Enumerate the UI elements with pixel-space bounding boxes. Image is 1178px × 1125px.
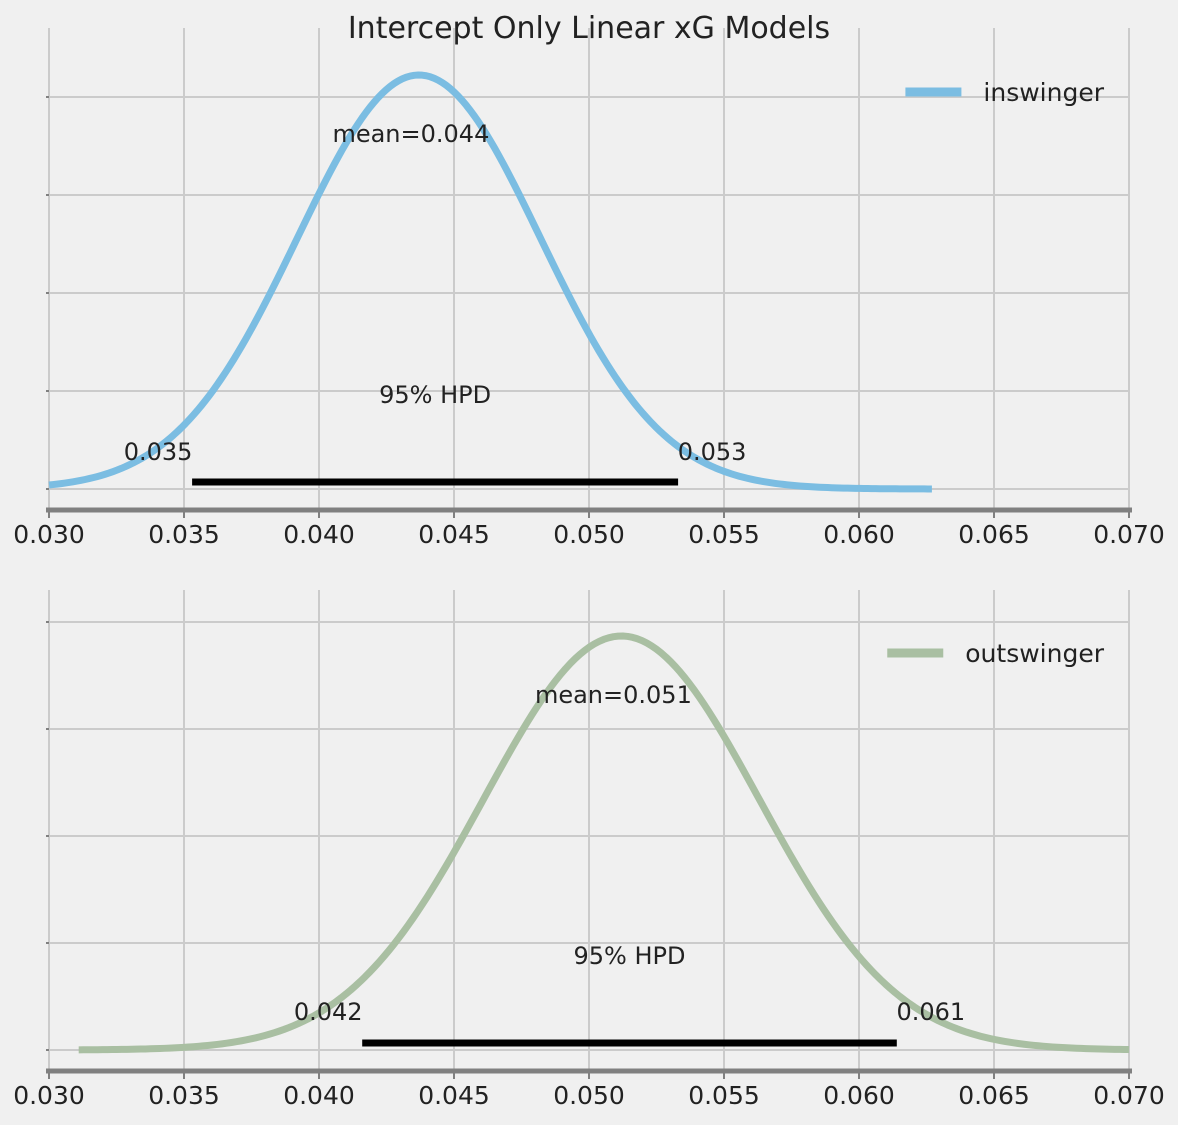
x-tick-label: 0.045 bbox=[418, 1081, 490, 1110]
x-tick-label: 0.050 bbox=[553, 1081, 625, 1110]
inswinger-panel: 0.030 0.035 0.040 0.045 0.050 0.055 0.060 0.065… bbox=[13, 28, 1165, 549]
x-tick-label: 0.030 bbox=[13, 1081, 85, 1110]
hpd-low-label: 0.035 bbox=[124, 438, 193, 466]
mean-label: mean=0.044 bbox=[332, 120, 489, 148]
outswinger-panel: 0.030 0.035 0.040 0.045 0.050 0.055 0.060 0.065… bbox=[13, 590, 1165, 1110]
x-tick-label: 0.065 bbox=[958, 1081, 1030, 1110]
x-tick-label: 0.060 bbox=[823, 520, 895, 549]
x-tick-label: 0.070 bbox=[1093, 1081, 1165, 1110]
density-curve-outswinger bbox=[78, 632, 1130, 1054]
hpd-low-label: 0.042 bbox=[294, 998, 363, 1026]
hpd-high-label: 0.053 bbox=[678, 438, 747, 466]
x-tick-label: 0.050 bbox=[553, 520, 625, 549]
legend: inswinger bbox=[905, 78, 1105, 107]
density-curve-inswinger bbox=[48, 71, 932, 493]
x-tick-label: 0.045 bbox=[418, 520, 490, 549]
hpd-label: 95% HPD bbox=[574, 942, 686, 970]
hpd-high-label: 0.061 bbox=[896, 998, 965, 1026]
x-tick-label: 0.055 bbox=[688, 1081, 760, 1110]
x-tick-label: 0.030 bbox=[13, 520, 85, 549]
x-tick-label: 0.040 bbox=[283, 1081, 355, 1110]
x-tick-label: 0.035 bbox=[148, 1081, 220, 1110]
x-tick-label: 0.035 bbox=[148, 520, 220, 549]
x-tick-label: 0.065 bbox=[958, 520, 1030, 549]
x-tick-label: 0.055 bbox=[688, 520, 760, 549]
x-tick-label: 0.070 bbox=[1093, 520, 1165, 549]
legend-label: outswinger bbox=[965, 639, 1104, 668]
x-tick-label: 0.040 bbox=[283, 520, 355, 549]
legend-label: inswinger bbox=[983, 78, 1104, 107]
mean-label: mean=0.051 bbox=[535, 681, 692, 709]
legend: outswinger bbox=[887, 639, 1105, 668]
hpd-label: 95% HPD bbox=[379, 381, 491, 409]
x-tick-label: 0.060 bbox=[823, 1081, 895, 1110]
